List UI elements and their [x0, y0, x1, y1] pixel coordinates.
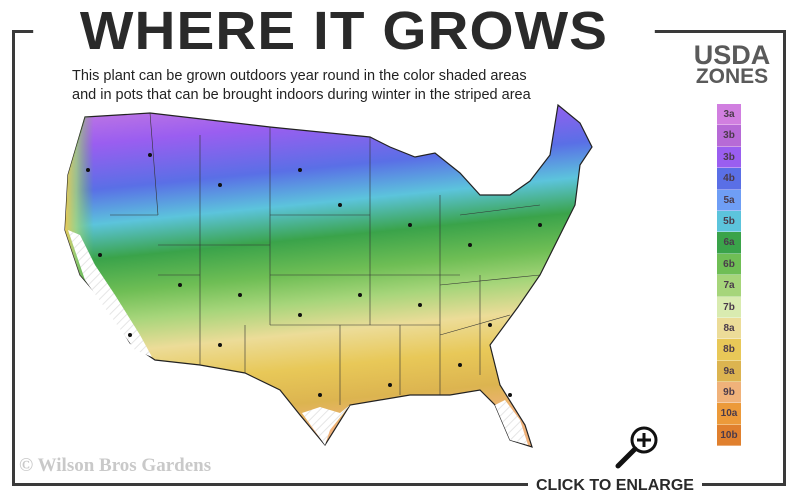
legend-zone-9a: 9a [717, 360, 741, 383]
zoom-in-magnifier-icon[interactable] [608, 424, 664, 475]
west-coast-warm-band [65, 113, 160, 360]
zone-legend: 3a 3b 3b 4b 5a 5b 6a 6b 7a 7b 8a 8b 9a 9b 10a 10b [717, 104, 741, 447]
usda-zone-map[interactable] [40, 95, 610, 460]
state-borders [110, 112, 541, 405]
city-dots [86, 153, 542, 397]
legend-zone-10a: 10a [717, 403, 741, 425]
click-to-enlarge-button[interactable]: CLICK TO ENLARGE [528, 476, 702, 496]
legend-zone-9b: 9b [717, 382, 741, 404]
legend-zone-5b: 5b [717, 210, 741, 233]
legend-zone-6a: 6a [717, 232, 741, 254]
legend-zone-7b: 7b [717, 296, 741, 318]
subtitle-line-2: and in pots that can be brought indoors … [72, 87, 531, 103]
subtitle-line-1: This plant can be grown outdoors year ro… [72, 68, 527, 84]
legend-title: USDA ZONES [680, 40, 784, 88]
legend-zone-7a: 7a [717, 275, 741, 297]
copyright-watermark: © Wilson Bros Gardens [19, 455, 212, 476]
legend-zone-10b: 10b [717, 424, 741, 447]
legend-zone-8b: 8b [717, 339, 741, 361]
legend-zone-6b: 6b [717, 253, 741, 276]
page-title: WHERE IT GROWS [33, 2, 655, 60]
striped-area-gulf [302, 400, 528, 445]
legend-zone-3a: 3a [717, 104, 741, 126]
subtitle: This plant can be grown outdoors year ro… [72, 67, 652, 105]
legend-title-line-1: USDA [693, 40, 771, 70]
striped-area-california [68, 230, 152, 357]
legend-title-line-2: ZONES [695, 65, 769, 88]
legend-zone-5a: 5a [717, 189, 741, 211]
legend-zone-8a: 8a [717, 317, 741, 340]
legend-zone-4b: 4b [717, 168, 741, 190]
legend-zone-3b: 3b [717, 146, 741, 169]
legend-zone-3b: 3b [717, 125, 741, 147]
